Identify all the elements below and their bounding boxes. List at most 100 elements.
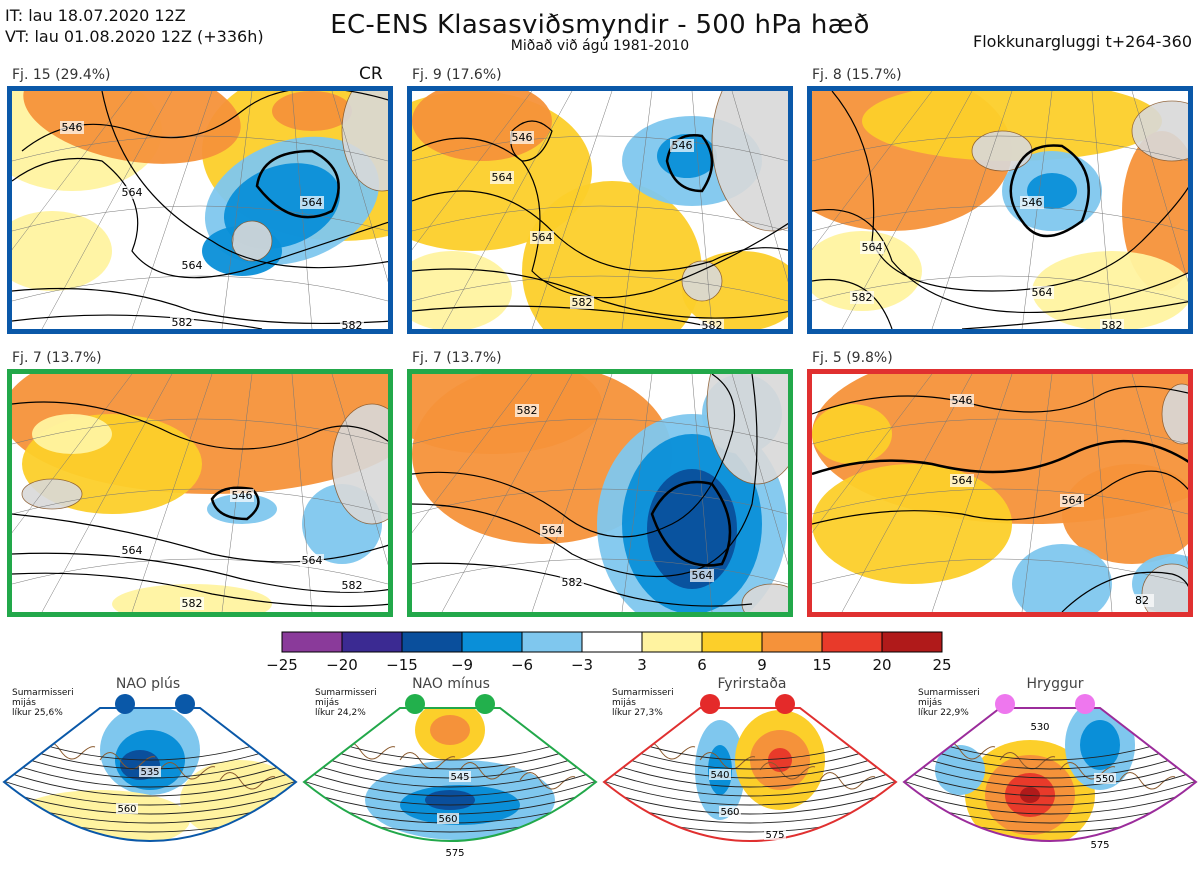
contour-label-bg <box>180 597 204 610</box>
cluster-map-svg: 564 564 582 582 <box>412 374 788 612</box>
classification-window: Flokkunargluggi t+264-360 <box>973 32 1192 51</box>
landmass <box>231 220 273 262</box>
height-contour <box>412 374 736 538</box>
regime-1-note: Sumarmisseri mijás líkur 25,6% <box>12 688 74 718</box>
contour-label: 582 <box>562 576 583 589</box>
regime-map-content <box>904 708 1196 841</box>
height-contour <box>412 190 788 272</box>
contour-label-bg <box>1130 594 1154 607</box>
cluster-map-svg: 546 564 564 82 <box>812 374 1188 612</box>
colorbar-segment <box>341 631 403 653</box>
regime-center-dot <box>475 694 495 714</box>
contour-label-bg <box>570 296 594 309</box>
regime-contour-label-bg <box>444 847 466 858</box>
meridian-line <box>291 91 313 329</box>
height-contour <box>412 374 758 578</box>
height-contour <box>210 486 260 521</box>
regime-map-blocking: 540 560 575 <box>602 694 898 842</box>
meridian-line <box>621 374 653 612</box>
regime-height-contour <box>4 749 296 779</box>
contour-label: 82 <box>1135 594 1149 607</box>
contour-label-bg <box>1020 196 1044 209</box>
meridian-line <box>1131 374 1188 566</box>
contour-label: 582 <box>172 316 193 329</box>
regime-anomaly-shading <box>768 748 792 772</box>
regime-center-dot <box>700 694 720 714</box>
regime-contour-label-bg <box>709 769 731 780</box>
regime-anomaly-shading <box>1080 720 1120 770</box>
parallel-line <box>12 135 388 162</box>
cluster-4-label: Fj. 7 (13.7%) <box>12 350 102 366</box>
regime-anomaly-shading <box>1010 840 1050 841</box>
regime-contour-label: 550 <box>1095 774 1114 785</box>
meridian-line <box>531 374 613 612</box>
meridian-line <box>131 91 213 329</box>
meridian-line <box>12 91 133 251</box>
parallel-line <box>412 135 788 162</box>
header-info: IT: lau 18.07.2020 12Z VT: lau 01.08.202… <box>5 5 264 47</box>
regime-contour-label-bg <box>1094 773 1116 784</box>
page-subtitle: Miðað við ágú 1981-2010 <box>510 38 690 54</box>
contour-label: 564 <box>1032 286 1053 299</box>
regime-map-content <box>604 708 896 841</box>
regime-sector-outline <box>302 707 598 842</box>
colorbar-segment <box>461 631 523 653</box>
regime-height-contour <box>904 779 1196 806</box>
regime-1-title: NAO plús <box>115 676 181 692</box>
colorbar-tick-label: −3 <box>571 656 593 673</box>
regime-sector-outline <box>2 707 298 842</box>
regime-height-contour <box>604 749 896 779</box>
colorbar-segment <box>821 631 883 653</box>
cluster-map-svg: 564 564 546 564 582 582 <box>12 91 388 329</box>
colorbar-tick-label: −25 <box>266 656 298 673</box>
height-contour <box>12 513 388 563</box>
regime-center-dot <box>775 694 795 714</box>
contour-label-bg <box>180 259 204 272</box>
height-contour <box>1009 144 1090 238</box>
anomaly-shading <box>32 414 112 454</box>
regime-height-contour <box>304 759 596 788</box>
height-contour <box>412 305 713 328</box>
regime-contour-label-bg <box>139 766 161 777</box>
colorbar-tick-label: 20 <box>872 656 891 673</box>
regime-contour-label-bg <box>437 813 459 824</box>
coastline <box>159 762 216 780</box>
regime-contour-label: 575 <box>765 830 784 841</box>
regime-contour-label: 530 <box>1030 722 1049 733</box>
colorbar-tick-label: 6 <box>697 656 707 673</box>
coastline <box>219 772 276 790</box>
cluster-map-5: 564 564 582 582 <box>407 369 793 617</box>
height-contour <box>812 279 893 329</box>
meridian-line <box>1131 91 1188 283</box>
landmass <box>971 130 1033 172</box>
contour-label: 582 <box>702 319 723 329</box>
corner-mark: CR <box>359 64 383 84</box>
anomaly-shading <box>12 211 112 291</box>
meridian-line <box>291 374 313 612</box>
meridian-line <box>331 374 388 566</box>
cluster-1-label: Fj. 15 (29.4%) <box>12 67 111 83</box>
meridian-line <box>131 374 213 612</box>
contour-label-bg <box>170 316 194 329</box>
landmass <box>711 91 788 232</box>
meridian-line <box>1091 91 1113 329</box>
regime-center-dot <box>1075 694 1095 714</box>
colorbar-segment <box>281 631 343 653</box>
regime-height-contour <box>904 749 1196 779</box>
height-contour <box>812 470 1188 525</box>
contour-label: 582 <box>342 319 363 329</box>
coastline <box>459 762 516 780</box>
contour-label: 582 <box>517 404 538 417</box>
anomaly-shading <box>812 404 892 464</box>
meridian-line <box>621 91 653 329</box>
colorbar-segment <box>401 631 463 653</box>
regime-contour-label: 560 <box>720 807 739 818</box>
regime-map-content <box>4 708 296 841</box>
contour-label-bg <box>1060 494 1084 507</box>
parallel-line <box>812 488 1188 515</box>
parallel-line <box>12 205 388 232</box>
contour-label-bg <box>60 121 84 134</box>
meridian-line <box>331 91 388 283</box>
contour-label: 564 <box>182 259 203 272</box>
height-contour <box>961 301 1188 329</box>
